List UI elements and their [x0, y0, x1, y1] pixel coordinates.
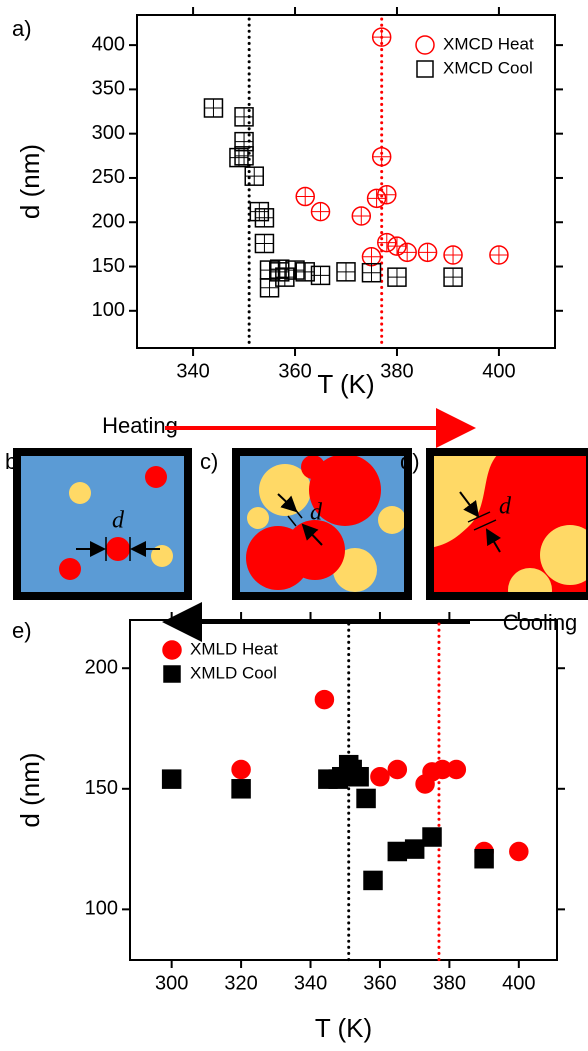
error-cross [362, 247, 381, 266]
x-tick-label: 300 [155, 972, 188, 994]
x-axis-title: T (K) [317, 369, 374, 399]
legend-label: XMCD Cool [443, 58, 533, 77]
panel-frame [13, 448, 192, 600]
error-cross [387, 237, 406, 256]
error-cross [398, 243, 417, 262]
error-cross [377, 185, 396, 204]
panel-b [17, 452, 188, 596]
legend-marker [415, 35, 435, 55]
y-tick-label: 350 [92, 78, 125, 100]
legend-label: XMCD Heat [443, 34, 534, 53]
panel-label: d) [400, 449, 420, 474]
marker [370, 766, 390, 787]
legend-label: XMLD Heat [190, 639, 278, 658]
legend-label: XMLD Cool [190, 663, 277, 682]
marker [446, 759, 467, 780]
error-cross [260, 278, 279, 297]
error-cross [352, 207, 371, 226]
error-cross [362, 263, 381, 282]
error-cross [372, 147, 391, 166]
x-tick-label: 400 [502, 972, 535, 994]
error-cross [255, 234, 274, 253]
error-cross [229, 148, 248, 167]
marker [404, 839, 425, 859]
x-axis-title: T (K) [315, 1013, 372, 1043]
marker [387, 759, 408, 780]
error-cross [337, 262, 355, 281]
y-axis-title: d (nm) [15, 752, 45, 827]
y-tick-label: 100 [92, 299, 125, 321]
plot-frame [136, 14, 556, 349]
marker [349, 766, 369, 787]
y-tick-label: 100 [85, 898, 118, 920]
error-cross [387, 268, 406, 287]
error-cross [444, 268, 463, 287]
plot-frame [129, 619, 558, 961]
error-cross [418, 243, 437, 262]
error-cross [235, 146, 254, 165]
panel-d [430, 452, 588, 596]
cooling-label: Cooling [503, 610, 578, 635]
error-cross [444, 246, 463, 265]
marker [356, 788, 376, 809]
size-symbol: d [499, 494, 512, 520]
marker [314, 689, 335, 710]
y-tick-label: 400 [92, 33, 125, 55]
error-cross [489, 246, 508, 265]
panel-label: c) [200, 449, 218, 474]
legend-marker [416, 60, 434, 78]
x-tick-label: 340 [294, 972, 327, 994]
y-tick-label: 250 [92, 166, 125, 188]
x-tick-label: 320 [224, 972, 257, 994]
marker [161, 769, 182, 789]
error-cross [311, 266, 330, 285]
y-tick-label: 300 [92, 122, 125, 144]
heating-label: Heating [102, 413, 178, 438]
error-cross [367, 189, 386, 208]
size-symbol: d [112, 508, 125, 534]
panel-label: a) [12, 16, 32, 41]
error-cross [275, 268, 294, 287]
x-tick-label: 380 [433, 972, 466, 994]
marker [231, 779, 251, 799]
x-tick-label: 360 [278, 360, 311, 382]
y-tick-label: 200 [85, 657, 118, 679]
marker [387, 841, 408, 862]
error-cross [286, 261, 305, 280]
marker [474, 848, 494, 869]
panel-c [236, 452, 408, 596]
y-tick-label: 150 [85, 777, 118, 799]
legend-marker [162, 640, 182, 660]
error-cross [296, 187, 315, 206]
y-tick-label: 150 [92, 255, 125, 277]
panel-frame [426, 448, 588, 600]
y-tick-label: 200 [92, 211, 125, 233]
error-cross [372, 28, 391, 47]
error-cross [245, 167, 264, 186]
marker [509, 841, 529, 862]
y-axis-title: d (nm) [15, 144, 45, 219]
x-tick-label: 360 [363, 972, 396, 994]
error-cross [204, 98, 223, 117]
x-tick-label: 380 [380, 360, 413, 382]
x-tick-label: 340 [176, 360, 209, 382]
marker [422, 827, 442, 847]
error-cross [235, 107, 254, 126]
marker [363, 870, 383, 891]
size-symbol: d [310, 500, 323, 526]
panel-label: e) [12, 618, 32, 643]
x-tick-label: 400 [482, 360, 515, 382]
error-cross [311, 202, 330, 221]
error-cross [255, 208, 274, 227]
legend-marker [163, 665, 181, 683]
panel-frame [232, 448, 412, 600]
marker [231, 759, 251, 780]
error-cross [377, 233, 396, 252]
